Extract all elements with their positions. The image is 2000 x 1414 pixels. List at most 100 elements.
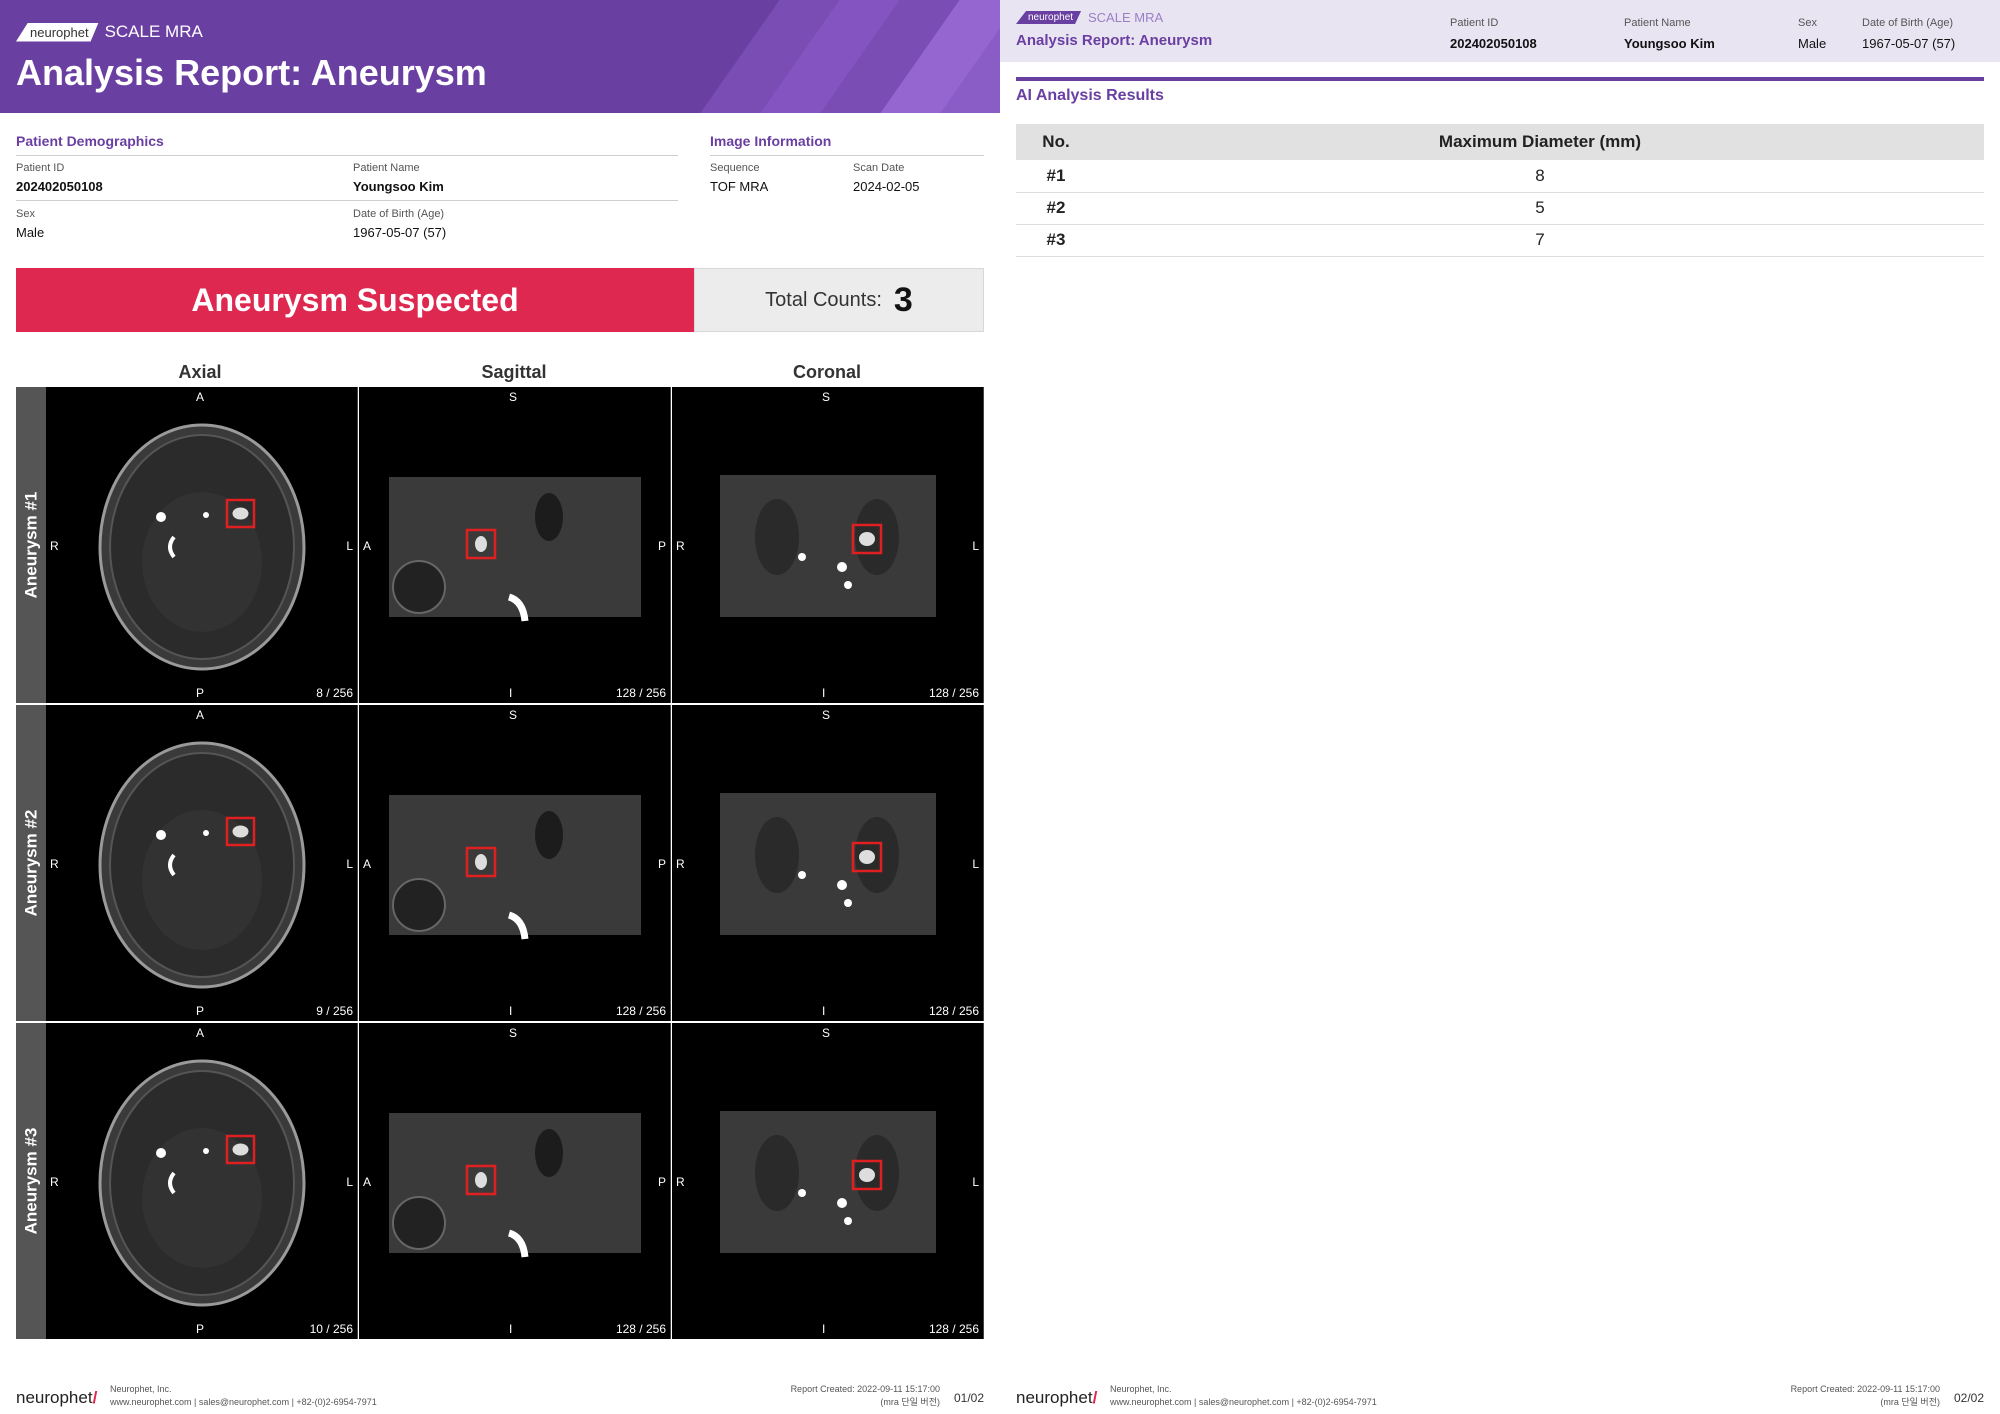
- table-row: #2 5: [1016, 192, 1984, 225]
- axial-column-header: Axial: [178, 362, 222, 382]
- footer-logo: neurophet/: [16, 1388, 98, 1407]
- page2-title: Analysis Report: Aneurysm: [1016, 32, 1213, 49]
- table-row: #3 7: [1016, 224, 1984, 257]
- total-counts-box: Total Counts: 3: [694, 268, 984, 332]
- dob-value: 1967-05-07 (57): [1862, 36, 1956, 51]
- orientation-left: R: [676, 1175, 685, 1189]
- sex-value: Male: [16, 225, 45, 240]
- slice-index: 8 / 256: [316, 686, 353, 700]
- row-no: #1: [1016, 160, 1096, 193]
- footer-company-info: Neurophet, Inc. www.neurophet.com | sale…: [110, 1383, 377, 1409]
- orientation-bottom: I: [509, 1004, 513, 1018]
- orientation-top: S: [822, 1026, 831, 1040]
- total-counts-label: Total Counts:: [765, 288, 882, 311]
- sex-label: Sex: [16, 208, 35, 220]
- patient-id-label: Patient ID: [1450, 17, 1499, 29]
- row-diameter: 7: [1096, 224, 1984, 257]
- page-number: 01/02: [953, 1391, 984, 1405]
- orientation-top: S: [822, 390, 831, 404]
- orientation-bottom: I: [822, 1004, 826, 1018]
- slice-index: 9 / 256: [316, 1004, 353, 1018]
- orientation-left: R: [50, 1175, 59, 1189]
- results-table: No. Maximum Diameter (mm) #1 8 #2 5 #3 7: [1016, 124, 1984, 257]
- coronal-view-cell: S I R L 128 / 256: [672, 387, 984, 703]
- table-row: #1 8: [1016, 160, 1984, 193]
- orientation-left: R: [50, 857, 59, 871]
- patient-id-value: 202402050108: [16, 179, 103, 194]
- slice-index: 128 / 256: [615, 1004, 666, 1018]
- table-header-row: No. Maximum Diameter (mm): [1016, 124, 1984, 160]
- brand: neurophet SCALE MRA: [16, 22, 203, 42]
- sagittal-column-header: Sagittal: [481, 362, 547, 382]
- orientation-bottom: I: [822, 1322, 826, 1336]
- orientation-left: A: [363, 857, 372, 871]
- orientation-bottom: I: [509, 686, 513, 700]
- row-diameter: 5: [1096, 192, 1984, 225]
- company-name: Neurophet, Inc.: [110, 1384, 172, 1394]
- page2-header: neurophet SCALE MRA Analysis Report: Ane…: [1000, 0, 2000, 62]
- orientation-right: L: [346, 857, 353, 871]
- slice-index: 128 / 256: [928, 1322, 979, 1336]
- aneurysm-row-label-text: Aneurysm #2: [21, 809, 40, 917]
- footer-company-info: Neurophet, Inc. www.neurophet.com | sale…: [1110, 1383, 1377, 1409]
- patient-name-label: Patient Name: [353, 162, 420, 174]
- dob-label: Date of Birth (Age): [1862, 17, 1954, 29]
- created-date: Report Created: 2022-09-11 15:17:00: [790, 1384, 940, 1394]
- report-created: Report Created: 2022-09-11 15:17:00 (mra…: [1791, 1383, 1940, 1409]
- neurophet-logo: neurophet: [1016, 11, 1081, 24]
- patient-name-value: Youngsoo Kim: [353, 179, 444, 194]
- coronal-column-header: Coronal: [792, 362, 861, 382]
- aneurysm-row-label-text: Aneurysm #1: [21, 491, 40, 599]
- row-no: #2: [1016, 192, 1096, 225]
- image-info-title: Image Information: [710, 133, 832, 149]
- company-contact: www.neurophet.com | sales@neurophet.com …: [110, 1397, 377, 1407]
- patient-name-label: Patient Name: [1624, 17, 1691, 29]
- axial-scan-image: [98, 423, 306, 671]
- orientation-bottom: P: [196, 1322, 205, 1336]
- orientation-right: L: [346, 1175, 353, 1189]
- footer-logo: neurophet/: [1016, 1388, 1098, 1407]
- scan-date-value: 2024-02-05: [853, 179, 920, 194]
- axial-scan-image: [98, 741, 306, 989]
- patient-name-value: Youngsoo Kim: [1624, 36, 1715, 51]
- coronal-view-cell: S I R L 128 / 256: [672, 705, 984, 1021]
- sex-value: Male: [1798, 36, 1827, 51]
- slice-index: 128 / 256: [928, 686, 979, 700]
- orientation-bottom: P: [196, 686, 205, 700]
- report-title: Analysis Report: Aneurysm: [16, 52, 487, 93]
- orientation-right: P: [657, 539, 666, 553]
- sagittal-scan-image: [389, 795, 641, 940]
- orientation-left: A: [363, 1175, 372, 1189]
- sagittal-view-cell: S I A P 128 / 256: [359, 705, 671, 1021]
- sagittal-view-cell: S I A P 128 / 256: [359, 1023, 671, 1339]
- report-created: Report Created: 2022-09-11 15:17:00 (mra…: [791, 1383, 940, 1409]
- created-date: Report Created: 2022-09-11 15:17:00: [1790, 1384, 1940, 1394]
- orientation-bottom: I: [822, 686, 826, 700]
- neurophet-logo: neurophet: [16, 23, 99, 42]
- divider: [16, 200, 678, 201]
- coronal-scan-image: [720, 793, 936, 935]
- coronal-scan-image: [720, 1111, 936, 1253]
- orientation-left: A: [363, 539, 372, 553]
- sequence-value: TOF MRA: [710, 179, 769, 194]
- orientation-right: L: [972, 857, 979, 871]
- sagittal-scan-image: [389, 477, 641, 622]
- axial-view-cell: A P R L 9 / 256: [46, 705, 358, 1021]
- aneurysm-row-label: Aneurysm #1: [16, 387, 46, 703]
- col-no-header: No.: [1016, 124, 1096, 160]
- divider: [16, 155, 678, 156]
- demographics-title: Patient Demographics: [16, 133, 164, 149]
- status-banner: Aneurysm Suspected: [16, 268, 694, 332]
- sagittal-scan-image: [389, 1113, 641, 1258]
- report-page-1: neurophet SCALE MRA Analysis Report: Ane…: [0, 0, 1000, 1409]
- product-name: SCALE MRA: [1088, 10, 1164, 25]
- orientation-right: L: [972, 1175, 979, 1189]
- orientation-top: S: [509, 1026, 518, 1040]
- product-name: SCALE MRA: [104, 22, 203, 41]
- company-name: Neurophet, Inc.: [1110, 1384, 1172, 1394]
- row-diameter: 8: [1096, 160, 1984, 193]
- axial-view-cell: A P R L 8 / 256: [46, 387, 358, 703]
- col-diameter-header: Maximum Diameter (mm): [1096, 124, 1984, 160]
- slice-index: 128 / 256: [615, 686, 666, 700]
- orientation-bottom: I: [509, 1322, 513, 1336]
